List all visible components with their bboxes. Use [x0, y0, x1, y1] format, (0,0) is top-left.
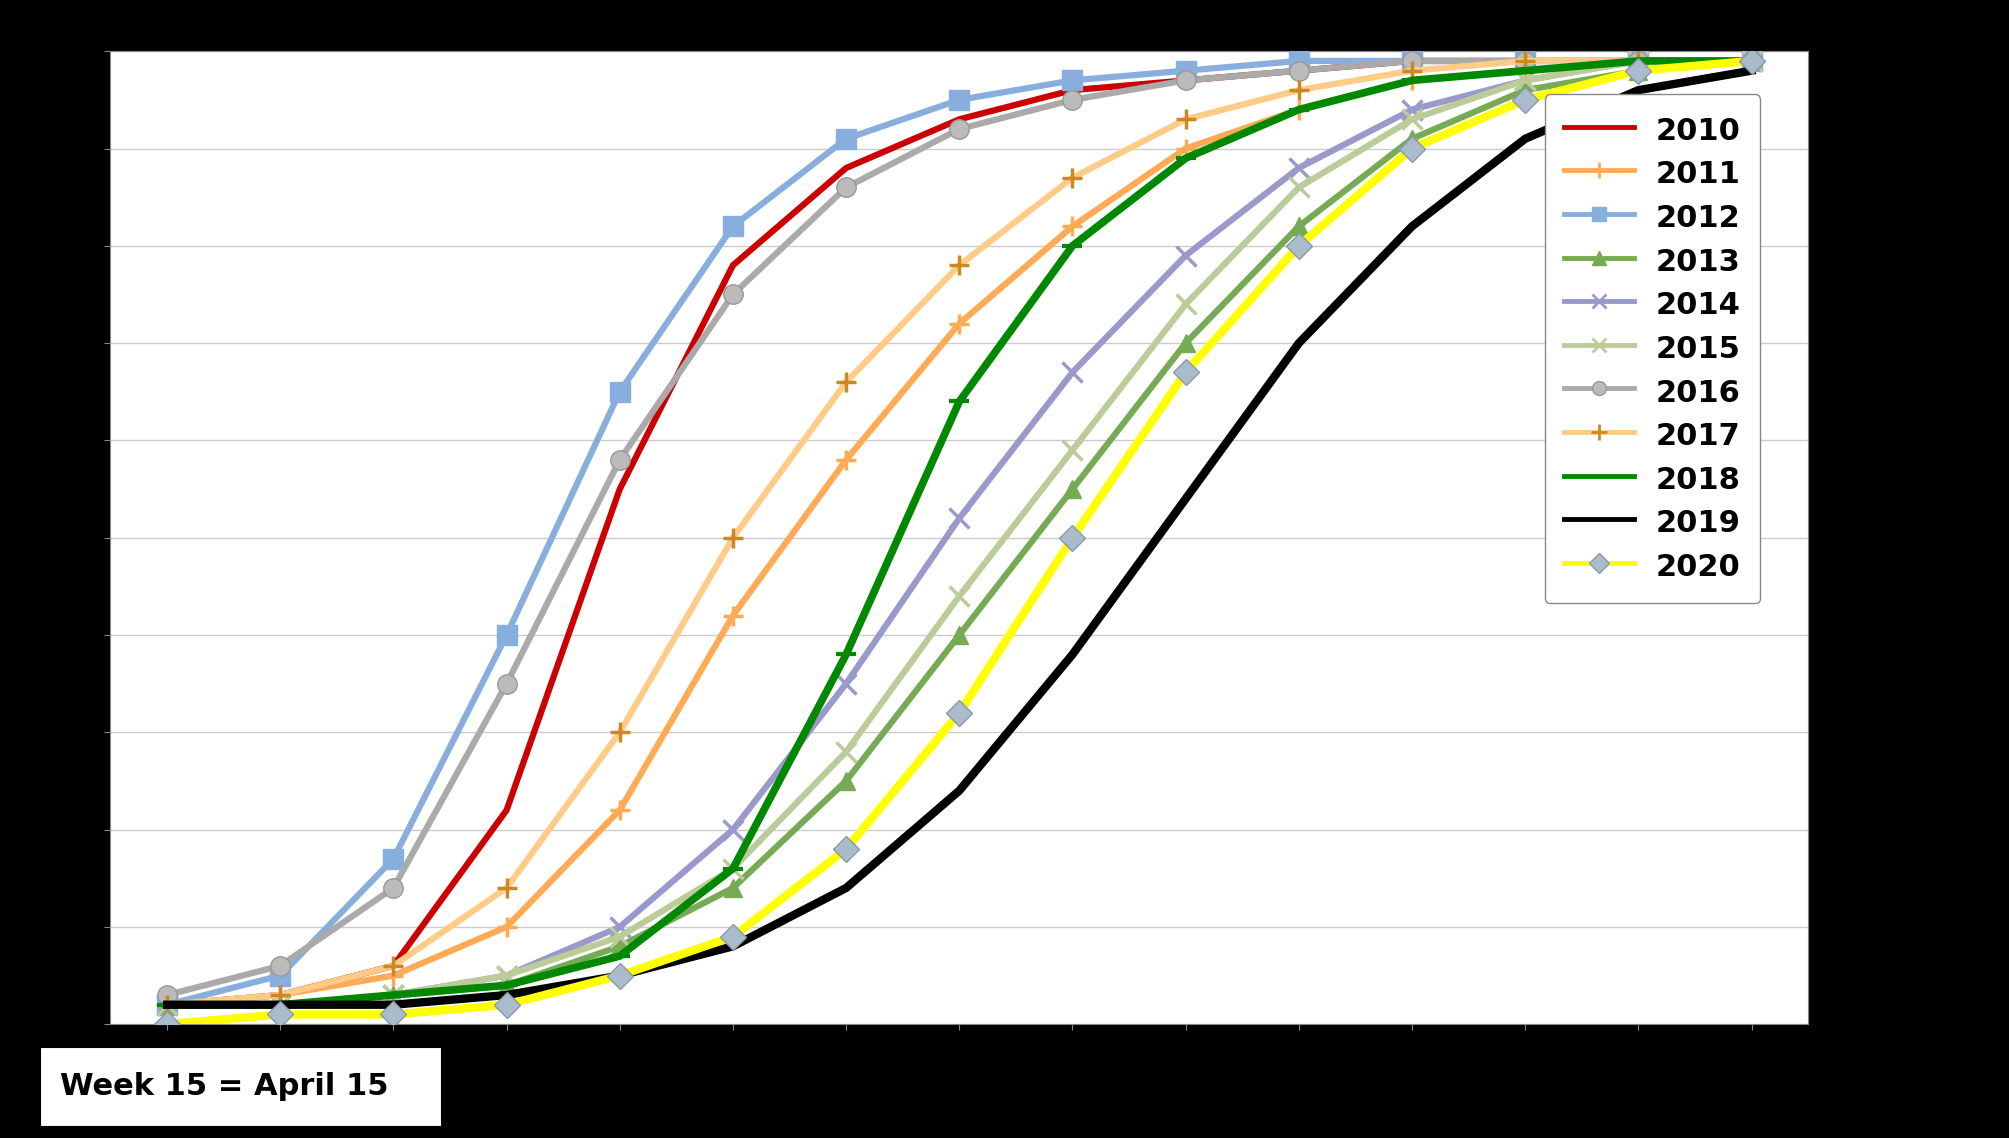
Text: Week 15 = April 15: Week 15 = April 15 — [60, 1072, 390, 1102]
Legend: 2010, 2011, 2012, 2013, 2014, 2015, 2016, 2017, 2018, 2019, 2020: 2010, 2011, 2012, 2013, 2014, 2015, 2016… — [1545, 94, 1760, 603]
